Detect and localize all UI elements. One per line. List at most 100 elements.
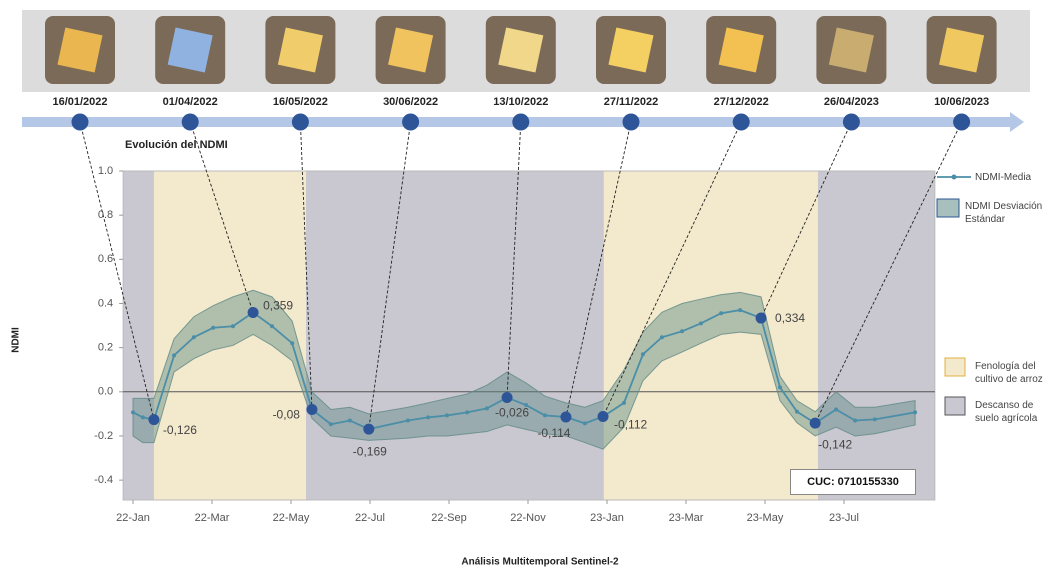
timeline-dot	[953, 113, 971, 131]
value-label: -0,08	[273, 408, 301, 422]
thumbnail-field	[608, 27, 654, 73]
mean-point	[405, 418, 410, 423]
thumbnail-field	[498, 27, 544, 73]
x-tick-label: 22-May	[273, 512, 310, 524]
highlight-point	[597, 411, 609, 423]
mean-point	[328, 422, 333, 427]
mean-point	[191, 335, 196, 340]
mean-point	[542, 413, 547, 418]
mean-point	[659, 335, 664, 340]
thumbnail	[155, 16, 226, 84]
value-label: -0,169	[353, 444, 387, 458]
std-band	[132, 289, 916, 450]
mean-point	[680, 329, 685, 334]
highlight-point	[363, 423, 375, 435]
y-tick-label: 0.2	[98, 342, 113, 354]
highlight-point	[501, 392, 513, 404]
thumbnail	[816, 16, 887, 84]
connector	[299, 121, 313, 410]
highlight-point	[306, 403, 318, 415]
mean-point	[834, 407, 839, 412]
mean-point	[465, 410, 470, 415]
thumbnail	[926, 16, 997, 84]
y-tick-label: 1.0	[98, 165, 113, 177]
connector	[189, 121, 254, 313]
value-label: -0,142	[818, 437, 852, 451]
timeline-dot	[732, 113, 750, 131]
region	[817, 171, 935, 500]
mean-point	[621, 400, 626, 405]
highlight-point	[560, 411, 572, 423]
legend-region-label: Descanso de suelo agrícola	[975, 400, 1038, 424]
timeline-date: 30/06/2022	[383, 96, 438, 108]
x-tick-label: 22-Mar	[195, 512, 230, 524]
x-tick-label: 22-Sep	[431, 512, 466, 524]
mean-point	[778, 385, 783, 390]
connector	[368, 121, 412, 430]
thumbnail	[375, 16, 446, 84]
connector	[79, 121, 155, 420]
thumbnail-field	[828, 27, 874, 73]
timeline-date: 26/04/2023	[824, 96, 879, 108]
mean-point	[484, 406, 489, 411]
connector	[760, 121, 852, 319]
legend-region-label: Fenología del cultivo de arroz	[975, 361, 1043, 385]
legend-band-swatch	[936, 198, 960, 218]
value-label: -0,026	[495, 406, 529, 420]
mean-point	[699, 321, 704, 326]
mean-point	[719, 311, 724, 316]
x-tick-label: 22-Jul	[355, 512, 385, 524]
mean-point	[426, 415, 431, 420]
timeline-dot	[622, 113, 640, 131]
thumbnail-field	[718, 27, 764, 73]
thumbnail	[596, 16, 666, 84]
thumbnail	[265, 16, 336, 84]
highlight-point	[148, 414, 160, 426]
x-tick-label: 22-Nov	[510, 512, 546, 524]
connector	[565, 121, 632, 418]
mean-point	[211, 325, 216, 330]
y-tick-label: 0.0	[98, 386, 113, 398]
x-tick-label: 23-Jan	[590, 512, 624, 524]
timeline-date: 16/05/2022	[273, 96, 328, 108]
region	[306, 171, 604, 500]
timeline-date: 27/12/2022	[714, 96, 769, 108]
timeline-dot	[181, 113, 199, 131]
thumbnail-field	[388, 27, 434, 73]
timeline-date: 27/11/2022	[604, 96, 658, 108]
highlight-point	[755, 312, 767, 324]
mean-point	[738, 308, 743, 313]
connector	[602, 121, 742, 417]
region	[153, 171, 307, 500]
mean-point	[853, 418, 858, 423]
y-tick-label: 0.8	[98, 209, 113, 221]
thumbnail	[485, 16, 556, 84]
timeline-arrow	[1010, 112, 1024, 132]
value-label: -0,112	[614, 418, 647, 432]
x-tick-label: 23-Mar	[669, 512, 704, 524]
annotation-box: CUC: 0710155330	[790, 469, 916, 495]
highlight-point	[809, 417, 821, 429]
timeline-dot	[402, 113, 420, 131]
highlight-point	[247, 307, 259, 319]
x-axis-label: Análisis Multitemporal Sentinel-2	[461, 557, 619, 568]
legend-band-label: NDMI Desviación Estándar	[965, 201, 1043, 225]
legend-region-swatch	[944, 396, 966, 416]
mean-point	[794, 409, 799, 414]
timeline-date: 16/01/2022	[52, 96, 107, 108]
mean-point	[131, 410, 135, 415]
y-tick-label: 0.4	[98, 297, 113, 309]
mean-point	[872, 417, 877, 422]
timeline-date: 10/06/2023	[934, 96, 989, 108]
x-tick-label: 23-Jul	[829, 512, 859, 524]
mean-point	[913, 410, 918, 415]
thumbnail-field	[277, 27, 323, 73]
mean-point	[270, 324, 275, 329]
legend-region-swatch	[944, 357, 966, 377]
timeline-dot	[291, 113, 309, 131]
timeline-dot	[842, 113, 860, 131]
region	[123, 171, 154, 500]
timeline-dot	[71, 113, 89, 131]
